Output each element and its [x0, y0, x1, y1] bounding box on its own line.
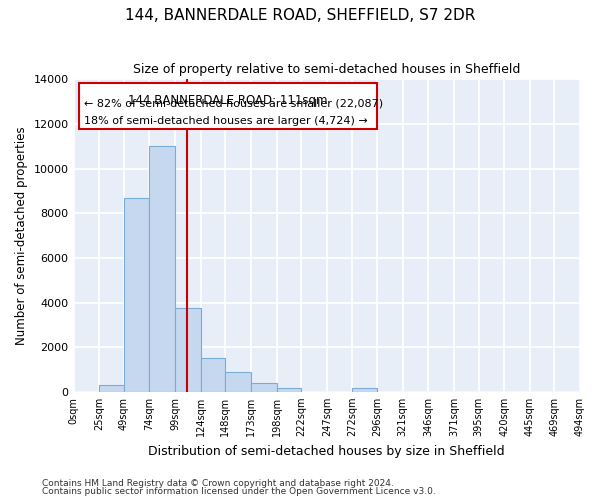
Text: ← 82% of semi-detached houses are smaller (22,087): ← 82% of semi-detached houses are smalle…: [83, 98, 383, 108]
Bar: [79, 82, 377, 130]
Bar: [124, 198, 149, 392]
Bar: [352, 388, 377, 392]
Title: Size of property relative to semi-detached houses in Sheffield: Size of property relative to semi-detach…: [133, 62, 520, 76]
Text: 144, BANNERDALE ROAD, SHEFFIELD, S7 2DR: 144, BANNERDALE ROAD, SHEFFIELD, S7 2DR: [125, 8, 475, 22]
Text: 18% of semi-detached houses are larger (4,724) →: 18% of semi-detached houses are larger (…: [83, 116, 367, 126]
X-axis label: Distribution of semi-detached houses by size in Sheffield: Distribution of semi-detached houses by …: [148, 444, 505, 458]
Bar: [99, 385, 124, 392]
Text: Contains public sector information licensed under the Open Government Licence v3: Contains public sector information licen…: [42, 486, 436, 496]
Bar: [149, 146, 175, 392]
Bar: [225, 372, 251, 392]
Y-axis label: Number of semi-detached properties: Number of semi-detached properties: [15, 126, 28, 345]
Bar: [277, 388, 301, 392]
Bar: [175, 308, 200, 392]
Text: Contains HM Land Registry data © Crown copyright and database right 2024.: Contains HM Land Registry data © Crown c…: [42, 479, 394, 488]
Bar: [251, 383, 277, 392]
Text: 144 BANNERDALE ROAD: 111sqm: 144 BANNERDALE ROAD: 111sqm: [128, 94, 328, 106]
Bar: [200, 358, 225, 392]
